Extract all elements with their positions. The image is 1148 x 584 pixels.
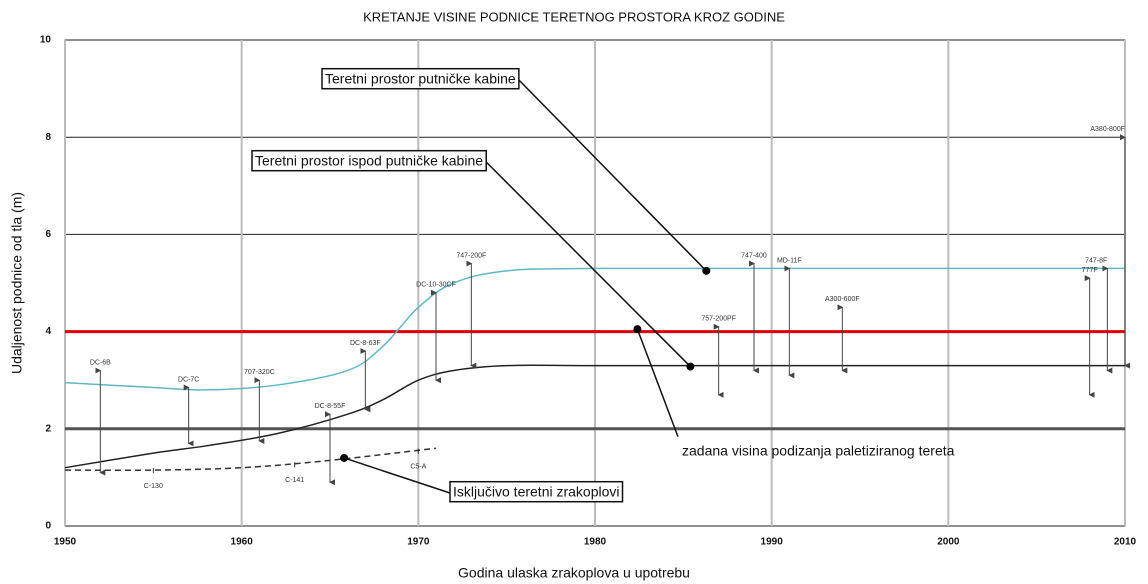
aircraft-label: 747-400 [741, 252, 767, 259]
x-tick-label: 1990 [761, 537, 784, 548]
aircraft-label: DC-7C [178, 376, 199, 383]
aircraft-label: 757-200PF [701, 316, 736, 323]
y-tick-label: 0 [45, 521, 51, 532]
callout-text: Teretni prostor ispod putničke kabine [255, 153, 483, 169]
aircraft-label: DC-8-55F [315, 403, 346, 410]
callout-box [321, 67, 520, 90]
aircraft-label: 707-320C [244, 369, 275, 376]
x-tick-label: 1980 [584, 537, 607, 548]
callout-dot [340, 453, 349, 462]
aircraft-label: A380-800F [1090, 126, 1125, 133]
series-line [64, 267, 1125, 391]
callout-leader [636, 328, 679, 437]
y-tick-label: 4 [45, 326, 51, 337]
aircraft-label: A300-600F [825, 296, 860, 303]
chart-title: KRETANJE VISINE PODNICE TERETNOG PROSTOR… [363, 9, 785, 24]
callout-leader [343, 457, 451, 494]
x-tick-label: 2010 [1114, 537, 1137, 548]
aircraft-label: DC-8-63F [350, 340, 381, 347]
x-tick-label: 1960 [231, 537, 254, 548]
y-axis-label: Udaljenost podnice od tla (m) [9, 192, 25, 374]
aircraft-label: 777F [1082, 267, 1098, 274]
series-line [64, 364, 1125, 469]
aircraft-label: 747-200F [456, 252, 486, 259]
aircraft-label: 747-8F [1085, 257, 1107, 264]
y-tick-label: 10 [40, 35, 52, 46]
callout-text: Isključivo teretni zrakoplovi [453, 484, 620, 500]
series-line [64, 447, 437, 472]
x-tick-label: 2000 [937, 537, 960, 548]
freighter-label: C-141 [285, 477, 304, 484]
aircraft-label: MD-11F [777, 257, 802, 264]
x-tick-label: 1950 [54, 537, 77, 548]
freighter-label: C-130 [144, 483, 163, 490]
callout-box [449, 480, 624, 503]
x-tick-label: 1970 [407, 537, 430, 548]
callout-text: zadana visina podizanja paletiziranog te… [682, 443, 955, 459]
y-tick-label: 2 [45, 423, 51, 434]
callout-leader [485, 161, 691, 368]
callout-dot [633, 325, 642, 334]
callout-dot [686, 362, 695, 371]
callout-leader [518, 79, 707, 272]
freighter-label: C5-A [410, 464, 426, 471]
callout-text: Teretni prostor putničke kabine [325, 71, 516, 87]
aircraft-label: DC-10-30CF [416, 282, 456, 289]
x-axis-label: Godina ulaska zrakoplova u upotrebu [458, 565, 690, 581]
aircraft-label: DC-6B [90, 359, 111, 366]
callout-box [251, 149, 487, 172]
y-tick-label: 8 [45, 132, 51, 143]
y-tick-label: 6 [45, 229, 51, 240]
callout-dot [702, 266, 711, 275]
